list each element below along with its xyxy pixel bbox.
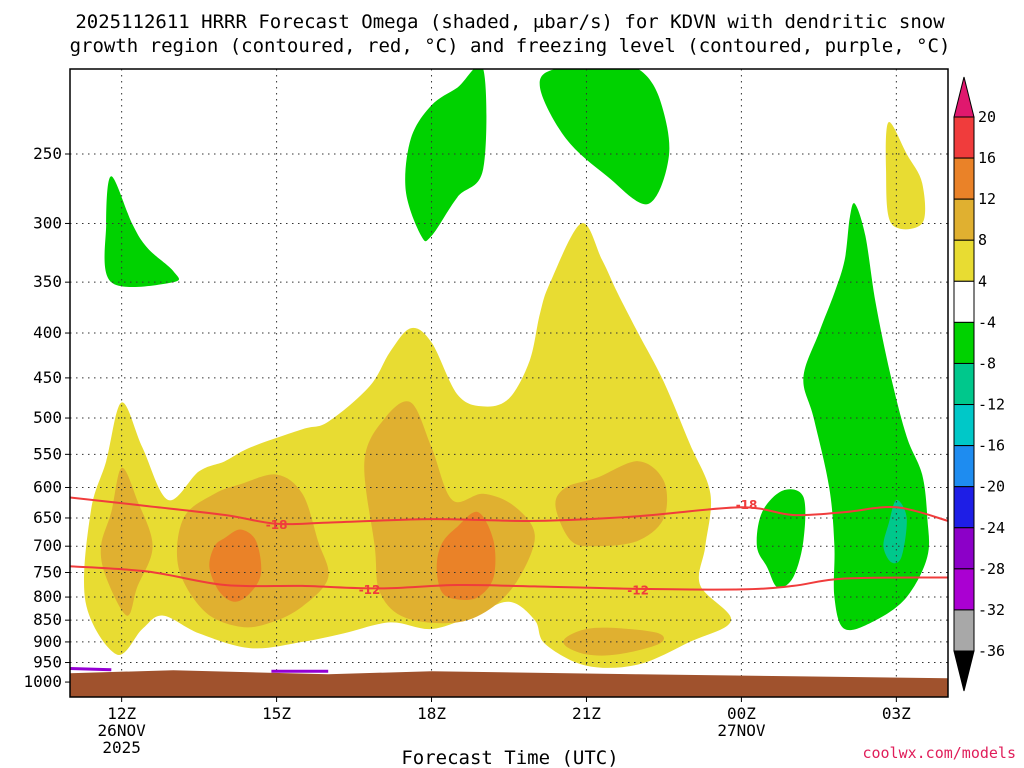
colorbar-label-10: -24 <box>978 519 1005 537</box>
contour-label-0: -18 <box>266 518 288 532</box>
x-tick-label-18Z: 18Z <box>417 704 446 723</box>
y-tick-label-750: 750 <box>33 562 62 581</box>
chart-title-line-2: growth region (contoured, red, °C) and f… <box>70 35 951 57</box>
x-tick-label-21Z: 21Z <box>572 704 601 723</box>
x-tick-label-03Z: 03Z <box>882 704 911 723</box>
y-tick-label-800: 800 <box>33 587 62 606</box>
x-tick-label-12Z: 12Z <box>107 704 136 723</box>
colorbar-band-9 <box>953 486 975 529</box>
colorbar-band-4 <box>953 280 975 323</box>
y-tick-label-900: 900 <box>33 632 62 651</box>
y-tick-label-300: 300 <box>33 213 62 232</box>
contour-line-0 <box>70 496 948 526</box>
omega-region-8 <box>436 511 496 600</box>
ground-fill <box>70 670 948 697</box>
plot-frame <box>69 68 949 698</box>
y-tick-label-1000: 1000 <box>23 672 62 691</box>
colorbar-label-13: -36 <box>978 642 1005 660</box>
omega-region-5 <box>555 461 668 547</box>
colorbar-band-7 <box>953 404 975 447</box>
omega-region-7 <box>209 529 262 602</box>
colorbar-label-4: 4 <box>978 272 987 290</box>
omega-region-12 <box>756 489 806 588</box>
colorbar-label-0: 20 <box>978 108 996 126</box>
colorbar-label-8: -16 <box>978 437 1005 455</box>
colorbar: 20 16 12 8 4 -4 -8 -12 -16 -20 -24 -28 -32 -36 <box>953 76 1005 692</box>
y-tick-label-250: 250 <box>33 144 62 163</box>
colorbar-band-11 <box>953 568 975 611</box>
colorbar-label-9: -20 <box>978 478 1005 496</box>
ground-terrain <box>70 670 948 697</box>
colorbar-label-1: 16 <box>978 149 996 167</box>
y-tick-label-550: 550 <box>33 444 62 463</box>
omega-region-11 <box>539 69 670 205</box>
x-tick-sublabel-12Z-0: 26NOV <box>98 721 147 740</box>
y-tick-label-950: 950 <box>33 653 62 672</box>
temperature-contours: -18 -12 -12 -18 <box>70 496 948 673</box>
contour-line-1 <box>70 565 948 591</box>
x-axis-label: Forecast Time (UTC) <box>401 747 618 768</box>
omega-region-10 <box>405 69 487 242</box>
omega-region-1 <box>885 122 926 230</box>
contour-label-2: -12 <box>627 583 649 597</box>
colorbar-bottom-arrow <box>953 650 975 692</box>
omega-region-6 <box>563 627 664 656</box>
grid-lines <box>70 69 948 697</box>
y-tick-label-600: 600 <box>33 477 62 496</box>
omega-region-9 <box>104 176 179 287</box>
chart-title-line-1: 2025112611 HRRR Forecast Omega (shaded, … <box>75 11 945 33</box>
x-tick-label-00Z: 00Z <box>727 704 756 723</box>
colorbar-band-10 <box>953 527 975 570</box>
y-tick-label-850: 850 <box>33 610 62 629</box>
colorbar-top-arrow <box>953 76 975 118</box>
x-tick-label-15Z: 15Z <box>262 704 291 723</box>
contour-label-1: -12 <box>359 583 381 597</box>
colorbar-label-12: -32 <box>978 601 1005 619</box>
colorbar-band-12 <box>953 609 975 652</box>
colorbar-label-3: 8 <box>978 231 987 249</box>
colorbar-band-0 <box>953 116 975 159</box>
omega-region-2 <box>100 467 153 616</box>
colorbar-label-2: 12 <box>978 190 996 208</box>
colorbar-label-11: -28 <box>978 560 1005 578</box>
contour-label-3: -18 <box>736 498 758 512</box>
x-tick-sublabel-00Z-0: 27NOV <box>717 721 766 740</box>
y-tick-label-500: 500 <box>33 408 62 427</box>
colorbar-band-5 <box>953 321 975 364</box>
y-tick-label-400: 400 <box>33 323 62 342</box>
y-tick-label-650: 650 <box>33 508 62 527</box>
y-axis-ticks: 250 300 350 400 450 500 550 600 650 700 750 800 850 9… <box>23 144 70 691</box>
colorbar-band-8 <box>953 445 975 488</box>
freezing-level-line-0 <box>70 667 112 672</box>
omega-region-14 <box>883 499 907 564</box>
x-tick-sublabel-12Z-1: 2025 <box>102 738 141 757</box>
colorbar-band-6 <box>953 362 975 406</box>
colorbar-label-6: -8 <box>978 354 996 372</box>
y-tick-label-450: 450 <box>33 368 62 387</box>
omega-shaded-regions <box>84 69 930 668</box>
colorbar-band-1 <box>953 157 975 200</box>
colorbar-label-5: -4 <box>978 313 996 331</box>
y-tick-label-700: 700 <box>33 536 62 555</box>
colorbar-band-2 <box>953 198 975 241</box>
y-tick-label-350: 350 <box>33 272 62 291</box>
colorbar-label-7: -12 <box>978 396 1005 414</box>
colorbar-band-3 <box>953 239 975 282</box>
credit-text: coolwx.com/models <box>862 744 1016 762</box>
